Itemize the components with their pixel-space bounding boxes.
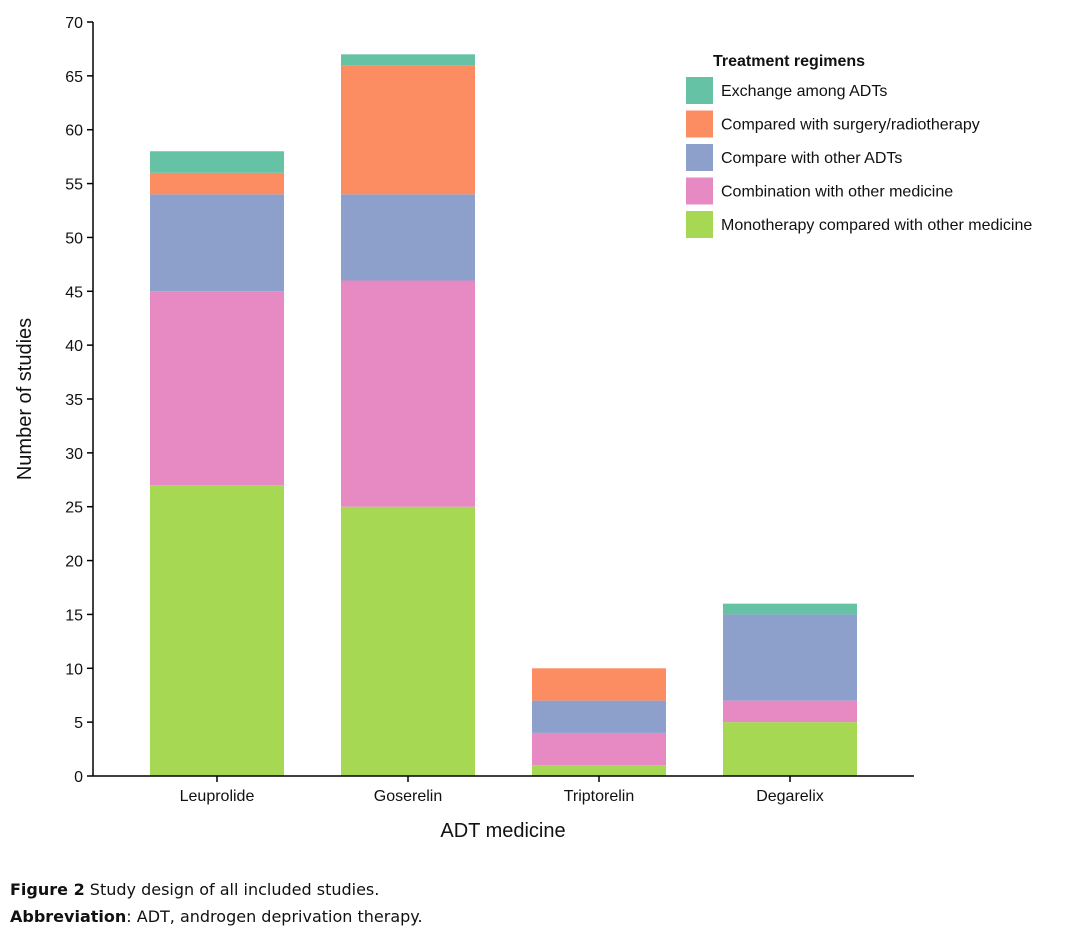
bar-segment: [341, 54, 475, 66]
y-tick-label: 5: [74, 715, 83, 732]
bar-segment: [723, 700, 857, 723]
bar-segment: [341, 506, 475, 776]
bar-segment: [532, 668, 666, 701]
bar-segment: [341, 194, 475, 281]
y-tick-label: 0: [74, 769, 83, 786]
y-tick-label: 15: [65, 607, 83, 624]
y-tick-label: 45: [65, 284, 83, 301]
bar-segment: [341, 65, 475, 195]
bar-segment: [150, 485, 284, 776]
legend-label: Monotherapy compared with other medicine: [721, 217, 1032, 234]
legend-label: Exchange among ADTs: [721, 83, 887, 100]
bar-segment: [341, 280, 475, 507]
y-tick-label: 60: [65, 123, 83, 140]
y-tick-label: 40: [65, 338, 83, 355]
figure-caption: Figure 2 Study design of all included st…: [10, 880, 379, 899]
bar-segment: [150, 172, 284, 195]
y-tick-label: 10: [65, 661, 83, 678]
bar-segment: [723, 722, 857, 776]
legend-label: Compare with other ADTs: [721, 150, 902, 167]
legend-swatch: [686, 77, 713, 104]
y-axis-label: Number of studies: [14, 318, 36, 480]
y-tick-label: 25: [65, 500, 83, 517]
y-tick-label: 55: [65, 177, 83, 194]
abbreviation-text: : ADT, androgen deprivation therapy.: [126, 907, 423, 926]
x-tick-label: Degarelix: [756, 788, 824, 805]
bar-segment: [150, 291, 284, 486]
bar-segment: [150, 194, 284, 292]
abbreviation-label: Abbreviation: [10, 907, 127, 926]
legend-label: Combination with other medicine: [721, 184, 953, 201]
abbreviation-note: Abbreviation: ADT, androgen deprivation …: [10, 907, 423, 926]
bar-segment: [532, 765, 666, 776]
y-tick-label: 20: [65, 554, 83, 571]
y-tick-label: 50: [65, 230, 83, 247]
x-tick-label: Leuprolide: [180, 788, 255, 805]
legend-label: Compared with surgery/radiotherapy: [721, 117, 980, 134]
figure-text: Study design of all included studies.: [84, 880, 380, 899]
y-tick-label: 35: [65, 392, 83, 409]
legend-title: Treatment regimens: [713, 53, 865, 70]
bar-segment: [532, 732, 666, 766]
x-tick-label: Triptorelin: [564, 788, 635, 805]
bar-segment: [532, 700, 666, 733]
y-tick-label: 70: [65, 15, 83, 32]
stacked-bar-chart: Leuprolide Goserelin Triptorelin Degarelix 0…: [14, 15, 1032, 842]
y-tick-label: 65: [65, 69, 83, 86]
legend-swatch: [686, 211, 713, 238]
legend-swatch: [686, 177, 713, 205]
legend-swatch: [686, 110, 713, 138]
x-axis-label: ADT medicine: [440, 820, 565, 842]
x-tick-label: Goserelin: [374, 788, 442, 805]
bar-segment: [723, 603, 857, 615]
figure-label: Figure 2: [10, 880, 85, 899]
legend-swatch: [686, 144, 713, 171]
bar-segment: [723, 614, 857, 701]
y-tick-label: 30: [65, 446, 83, 463]
bar-segment: [150, 151, 284, 173]
